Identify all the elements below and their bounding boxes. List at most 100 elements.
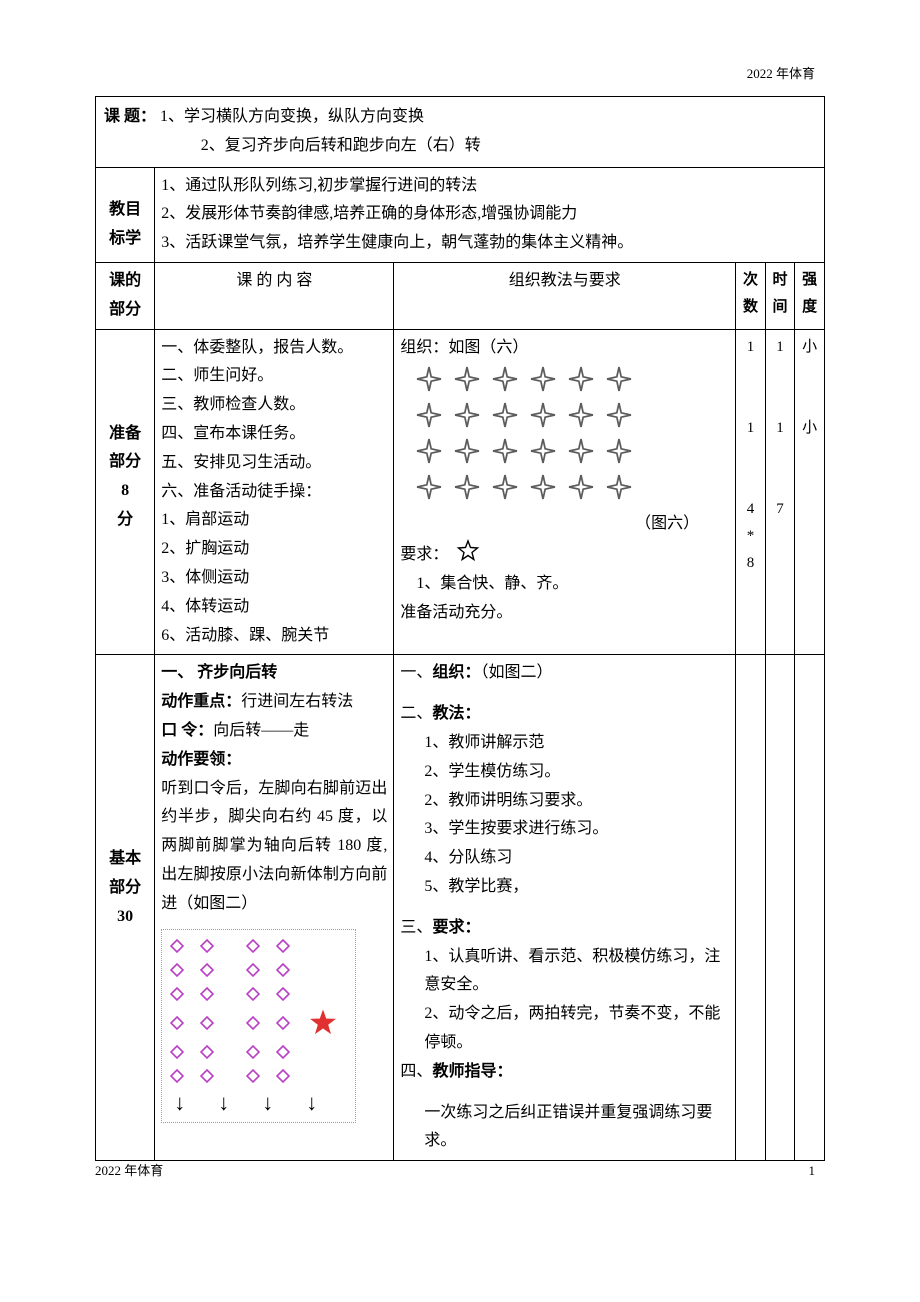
star-row <box>416 474 729 500</box>
tl-2: 2、教师讲明练习要求。 <box>424 787 729 816</box>
down-arrow-icon: ↓ <box>306 1092 320 1114</box>
rhombus-icon <box>170 987 184 1001</box>
topic-row: 课 题： 1、学习横队方向变换，纵队方向变换 2、复习齐步向后转和跑步向左（右）… <box>96 97 825 168</box>
tl-3: 3、学生按要求进行练习。 <box>424 815 729 844</box>
goal-label-2: 标学 <box>102 225 148 254</box>
rhom-row <box>170 986 347 1002</box>
main-count <box>736 655 766 1161</box>
col-time: 时间 <box>765 262 795 329</box>
col-content: 课 的 内 容 <box>155 262 394 329</box>
ic3: 小 <box>797 415 822 442</box>
cmd-text: 向后转——走 <box>213 722 309 739</box>
goal-label-1: 教目 <box>102 196 148 225</box>
fig6-caption: （图六） <box>400 510 729 539</box>
cc0: 1 <box>738 334 763 361</box>
arrow-row: ↓ ↓ ↓ ↓ <box>170 1092 347 1121</box>
red-star-icon <box>310 1010 336 1036</box>
four-point-star-icon <box>416 402 442 428</box>
tl-5: 5、教学比赛， <box>424 873 729 902</box>
cc8: 8 <box>738 550 763 577</box>
point-label: 动作重点： <box>161 693 241 710</box>
rhombus-icon <box>200 987 214 1001</box>
four-point-star-icon <box>416 474 442 500</box>
m-org-b: 组织： <box>432 664 480 681</box>
pc-9: 4、体转运动 <box>161 593 387 622</box>
m-req-label: 三、 <box>400 919 432 936</box>
rhombus-icon <box>246 1045 260 1059</box>
star-row <box>416 438 729 464</box>
four-point-star-icon <box>606 438 632 464</box>
prep-req-0: 1、集合快、静、齐。 <box>416 570 729 599</box>
pc-1: 二、师生问好。 <box>161 362 387 391</box>
prep-content: 一、体委整队，报告人数。 二、师生问好。 三、教师检查人数。 四、宣布本课任务。… <box>155 329 394 655</box>
rhombus-icon <box>170 1069 184 1083</box>
col-method: 组织教法与要求 <box>394 262 736 329</box>
rhombus-icon <box>246 987 260 1001</box>
goal-label-cell: 教目 标学 <box>96 167 155 262</box>
footer-page: 1 <box>809 1159 816 1182</box>
prep-intensity: 小 小 <box>795 329 825 655</box>
table-header-row: 课的部分 课 的 内 容 组织教法与要求 次数 时间 强度 <box>96 262 825 329</box>
main-method: 一、组织：（如图二） 二、教法： 1、教师讲解示范 2、学生模仿练习。 2、教师… <box>394 655 736 1161</box>
rhombus-icon <box>276 939 290 953</box>
four-point-star-icon <box>530 366 556 392</box>
rhom-row <box>170 938 347 954</box>
prep-row: 准备部分8分 一、体委整队，报告人数。 二、师生问好。 三、教师检查人数。 四、… <box>96 329 825 655</box>
main-title: 一、 齐步向后转 <box>161 659 387 688</box>
rhom-row <box>170 1044 347 1060</box>
four-point-star-icon <box>492 402 518 428</box>
rhom-row <box>170 1068 347 1084</box>
four-point-star-icon <box>530 438 556 464</box>
rhombus-icon <box>170 939 184 953</box>
four-point-star-icon <box>416 438 442 464</box>
four-point-star-icon <box>606 402 632 428</box>
rhom-row <box>170 1010 347 1036</box>
goal-content: 1、通过队形队列练习,初步掌握行进间的转法 2、发展形体节奏韵律感,培养正确的身… <box>155 167 825 262</box>
tc3: 1 <box>768 415 793 442</box>
rhombus-icon <box>200 1069 214 1083</box>
down-arrow-icon: ↓ <box>262 1092 276 1114</box>
four-point-star-icon <box>530 402 556 428</box>
four-point-star-icon <box>492 474 518 500</box>
four-point-star-icon <box>606 366 632 392</box>
tech-text: 听到口令后，左脚向右脚前迈出约半步，脚尖向右约 45 度，以两脚前脚掌为轴向后转… <box>161 775 387 919</box>
tech-label: 动作要领： <box>161 746 387 775</box>
rhombus-icon <box>276 963 290 977</box>
rhombus-icon <box>246 1016 260 1030</box>
star-outline-icon <box>456 539 480 563</box>
pc-5: 六、准备活动徒手操： <box>161 478 387 507</box>
header-year: 2022 年体育 <box>747 62 815 85</box>
lesson-plan-table: 课 题： 1、学习横队方向变换，纵队方向变换 2、复习齐步向后转和跑步向左（右）… <box>95 96 825 1161</box>
col-section: 课的部分 <box>96 262 155 329</box>
prep-req-1: 准备活动充分。 <box>400 599 729 628</box>
m-guide-b: 教师指导： <box>432 1063 512 1080</box>
rhombus-icon <box>170 1045 184 1059</box>
topic-line-0: 1、学习横队方向变换，纵队方向变换 <box>160 108 424 125</box>
topic-label: 课 题： <box>104 108 156 125</box>
cc7: * <box>738 523 763 550</box>
tl-4: 4、分队练习 <box>424 844 729 873</box>
rhombus-icon <box>170 1016 184 1030</box>
pc-4: 五、安排见习生活动。 <box>161 449 387 478</box>
four-point-star-icon <box>416 366 442 392</box>
tl-0: 1、教师讲解示范 <box>424 729 729 758</box>
rhombus-icon <box>276 1045 290 1059</box>
cc6: 4 <box>738 496 763 523</box>
rhombus-icon <box>246 963 260 977</box>
figure-two: ↓ ↓ ↓ ↓ <box>161 929 356 1124</box>
point-text: 行进间左右转法 <box>241 693 353 710</box>
topic-line-1: 2、复习齐步向后转和跑步向左（右）转 <box>201 137 481 154</box>
four-point-star-icon <box>454 366 480 392</box>
four-point-star-icon <box>492 438 518 464</box>
prep-label: 准备部分8分 <box>96 329 155 655</box>
prep-count: 1 1 4 * 8 <box>736 329 766 655</box>
rhombus-icon <box>246 939 260 953</box>
pc-6: 1、肩部运动 <box>161 506 387 535</box>
pc-8: 3、体侧运动 <box>161 564 387 593</box>
main-row: 基本部分30 一、 齐步向后转 动作重点：行进间左右转法 口 令：向后转——走 … <box>96 655 825 1161</box>
m-org-text: （如图二） <box>480 664 552 681</box>
four-point-star-icon <box>568 474 594 500</box>
cc3: 1 <box>738 415 763 442</box>
star-row <box>416 366 729 392</box>
goal-line-2: 3、活跃课堂气氛，培养学生健康向上，朝气蓬勃的集体主义精神。 <box>161 229 818 258</box>
